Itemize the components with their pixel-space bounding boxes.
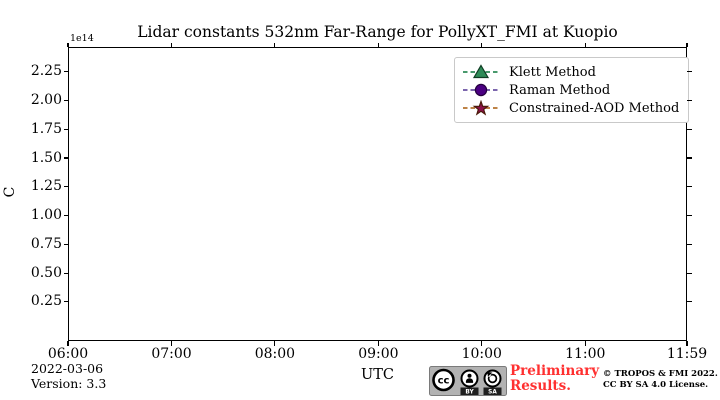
x-tick-label: 11:59 (666, 346, 708, 362)
y-tick-label: 2.00 (30, 92, 62, 108)
cc-logo-text: cc (438, 376, 450, 387)
y-tick-label: 1.25 (30, 178, 62, 195)
y-tick-label: 0.50 (30, 264, 62, 281)
y-tick-right (687, 301, 692, 303)
legend-item-label: Raman Method (509, 82, 611, 98)
y-tick-label: 1.00 (30, 207, 62, 224)
sa-label-bar (483, 387, 502, 395)
x-tick-label: 08:00 (254, 346, 296, 362)
legend-item-label: Klett Method (509, 64, 596, 80)
x-tick (686, 341, 688, 346)
sa-arrow-head (487, 371, 493, 377)
date-version-block: 2022-03-06 Version: 3.3 (31, 361, 106, 391)
sa-label: SA (488, 389, 497, 395)
x-tick-top (481, 42, 483, 47)
y-tick (63, 157, 68, 159)
y-axis-label: C (2, 186, 18, 198)
x-tick-label: 10:00 (461, 346, 502, 362)
legend-item-raman-method: Raman Method (462, 81, 679, 99)
sa-arrow-ring (487, 373, 498, 384)
x-axis-label: UTC (361, 367, 394, 383)
y-axis-offset-label: 1e14 (70, 33, 94, 44)
x-tick-top (584, 42, 586, 47)
cc-by-sa-badge-icon: cc BY SA (429, 366, 507, 396)
y-tick-right (687, 71, 692, 73)
license-line-2: CC BY SA 4.0 License. (603, 379, 709, 390)
x-tick-label: 06:00 (47, 346, 89, 362)
y-tick (63, 301, 68, 303)
y-tick-right (687, 243, 692, 245)
watermark-line-1: Preliminary (510, 363, 600, 379)
y-tick-label: 0.25 (30, 293, 62, 310)
y-tick-label: 2.25 (30, 63, 62, 80)
x-tick (481, 341, 483, 346)
x-tick-top (686, 42, 688, 47)
x-tick-top (377, 42, 379, 47)
y-tick (63, 215, 68, 217)
x-tick-label: 07:00 (151, 346, 192, 362)
x-tick-top (274, 42, 276, 47)
watermark-line-2: Results. (510, 378, 571, 394)
x-tick (584, 341, 586, 346)
date-label: 2022-03-06 (31, 361, 104, 376)
license-text: © TROPOS & FMI 2022. CC BY SA 4.0 Licens… (603, 369, 718, 390)
legend-item-klett-method: Klett Method (462, 63, 679, 81)
y-tick (63, 186, 68, 188)
sa-share-alike-icon (483, 369, 502, 388)
y-tick-right (687, 272, 692, 274)
y-tick-right (687, 186, 692, 188)
legend: Klett Method Raman Method Constrained-AOD … (454, 57, 690, 123)
y-tick (63, 99, 68, 102)
y-tick (63, 272, 68, 274)
by-label-bar (460, 387, 479, 395)
y-tick-label: 1.50 (30, 149, 62, 166)
x-tick-top (170, 42, 173, 47)
y-tick-right (687, 157, 692, 159)
star-marker-icon (463, 100, 499, 116)
preliminary-results-watermark: Preliminary Results. (510, 364, 599, 394)
triangle-marker-icon (463, 64, 499, 79)
by-person-head (467, 373, 472, 378)
circle-marker-icon (463, 83, 499, 97)
legend-item-constrained-aod-method: Constrained-AOD Method (462, 99, 679, 117)
y-tick (63, 128, 68, 130)
legend-item-label: Constrained-AOD Method (509, 100, 680, 116)
y-tick (63, 71, 68, 73)
x-tick (274, 341, 276, 346)
x-tick-label: 09:00 (358, 346, 399, 362)
x-tick (67, 341, 69, 346)
chart-title: Lidar constants 532nm Far-Range for Poll… (137, 23, 618, 41)
y-tick (63, 243, 68, 245)
y-tick-right (687, 128, 692, 130)
y-tick-right (687, 215, 692, 217)
version-label: Version: 3.3 (31, 376, 107, 391)
by-person-body (465, 378, 474, 383)
x-tick (377, 341, 379, 346)
y-tick-right (687, 99, 692, 102)
y-tick-label: 0.75 (30, 235, 62, 252)
plot-area (68, 47, 687, 341)
x-tick-label: 11:00 (565, 346, 606, 362)
x-tick (170, 341, 173, 346)
license-line-1: © TROPOS & FMI 2022. (603, 369, 718, 379)
x-tick-top (67, 42, 69, 47)
cc-logo-icon (432, 368, 455, 392)
y-tick-label: 1.75 (30, 120, 62, 137)
by-label: BY (465, 389, 474, 395)
